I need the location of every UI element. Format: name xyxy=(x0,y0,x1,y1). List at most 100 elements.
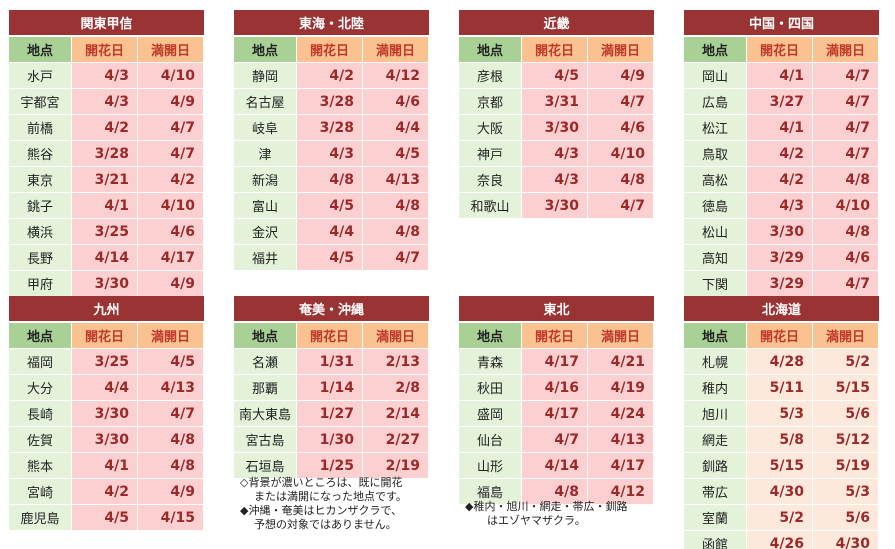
full-bloom-cell: 4/17 xyxy=(138,245,205,271)
bloom-date-cell: 4/3 xyxy=(72,63,138,89)
table-row: 仙台 4/7 4/13 xyxy=(459,427,654,453)
table-row: 甲府 3/30 4/9 xyxy=(9,271,205,297)
bloom-date-cell: 4/4 xyxy=(72,375,138,401)
table-row: 稚内 5/11 5/15 xyxy=(684,375,880,401)
full-bloom-cell: 4/8 xyxy=(813,167,879,193)
table-row: 釧路 5/15 5/19 xyxy=(684,453,880,479)
bloom-date-cell: 5/8 xyxy=(747,427,813,453)
bloom-date-cell: 3/30 xyxy=(72,401,138,427)
table-row: 松山 3/30 4/8 xyxy=(684,219,879,245)
bloom-date-header: 開花日 xyxy=(72,323,138,349)
place-cell: 富山 xyxy=(234,193,297,219)
bloom-date-cell: 3/28 xyxy=(297,89,363,115)
table-row: 岐阜 3/28 4/4 xyxy=(234,115,429,141)
place-cell: 静岡 xyxy=(234,63,297,89)
bloom-date-cell: 4/5 xyxy=(297,245,363,271)
bloom-date-cell: 3/21 xyxy=(72,167,138,193)
bloom-date-cell: 1/25 xyxy=(297,453,363,479)
full-bloom-cell: 4/13 xyxy=(363,167,429,193)
table-row: 大阪 3/30 4/6 xyxy=(459,115,654,141)
place-cell: 下関 xyxy=(684,271,747,297)
place-cell: 網走 xyxy=(684,427,747,453)
bloom-date-cell: 3/30 xyxy=(72,427,138,453)
place-cell: 金沢 xyxy=(234,219,297,245)
bloom-date-cell: 4/5 xyxy=(522,63,588,89)
table-row: 宮崎 4/2 4/9 xyxy=(9,479,204,505)
table-row: 高松 4/2 4/8 xyxy=(684,167,879,193)
place-cell: 稚内 xyxy=(684,375,747,401)
bloom-date-cell: 4/3 xyxy=(747,193,813,219)
table-row: 金沢 4/4 4/8 xyxy=(234,219,429,245)
full-bloom-cell: 4/7 xyxy=(813,271,879,297)
table-row: 旭川 5/3 5/6 xyxy=(684,401,880,427)
table-row: 札幌 4/28 5/2 xyxy=(684,349,880,375)
region-title: 東海・北陸 xyxy=(234,10,429,37)
full-bloom-cell: 5/6 xyxy=(813,505,880,531)
table-row: 高知 3/29 4/6 xyxy=(684,245,879,271)
place-cell: 甲府 xyxy=(9,271,72,297)
place-cell: 名古屋 xyxy=(234,89,297,115)
full-bloom-header: 満開日 xyxy=(138,37,205,63)
bloom-date-cell: 3/25 xyxy=(72,219,138,245)
full-bloom-cell: 4/2 xyxy=(138,167,205,193)
bloom-date-cell: 4/2 xyxy=(297,63,363,89)
table-row: 徳島 4/3 4/10 xyxy=(684,193,879,219)
place-cell: 大阪 xyxy=(459,115,522,141)
region-title: 中国・四国 xyxy=(684,10,879,37)
full-bloom-cell: 4/8 xyxy=(588,167,654,193)
table-row: 秋田 4/16 4/19 xyxy=(459,375,654,401)
full-bloom-cell: 4/6 xyxy=(363,89,429,115)
full-bloom-cell: 4/8 xyxy=(138,427,204,453)
bloom-date-cell: 4/8 xyxy=(297,167,363,193)
bloom-date-cell: 3/29 xyxy=(747,245,813,271)
full-bloom-cell: 4/7 xyxy=(813,63,879,89)
full-bloom-cell: 4/7 xyxy=(138,401,204,427)
table-row: 帯広 4/30 5/3 xyxy=(684,479,880,505)
table-row: 青森 4/17 4/21 xyxy=(459,349,654,375)
table-row: 大分 4/4 4/13 xyxy=(9,375,204,401)
bloom-date-cell: 4/14 xyxy=(522,453,588,479)
bloom-date-cell: 1/27 xyxy=(297,401,363,427)
full-bloom-cell: 4/8 xyxy=(363,193,429,219)
place-cell: 旭川 xyxy=(684,401,747,427)
note-line: はエゾヤマザクラ。 xyxy=(487,514,586,527)
region-title: 関東甲信 xyxy=(9,10,205,37)
place-cell: 長崎 xyxy=(9,401,72,427)
full-bloom-cell: 4/8 xyxy=(138,453,204,479)
place-cell: 秋田 xyxy=(459,375,522,401)
region-title: 東北 xyxy=(459,296,654,323)
region-table: 東北 地点 開花日 満開日 青森 4/17 4/21 秋田 4/16 4/19 盛岡 4/17 4/24… xyxy=(459,296,654,505)
place-cell: 奈良 xyxy=(459,167,522,193)
place-cell: 那覇 xyxy=(234,375,297,401)
bloom-date-cell: 5/11 xyxy=(747,375,813,401)
place-cell: 佐賀 xyxy=(9,427,72,453)
full-bloom-cell: 4/24 xyxy=(588,401,654,427)
bloom-date-header: 開花日 xyxy=(522,37,588,63)
region-title: 九州 xyxy=(9,296,204,323)
bloom-date-cell: 5/2 xyxy=(747,505,813,531)
place-header: 地点 xyxy=(234,323,297,349)
bloom-date-cell: 3/30 xyxy=(522,115,588,141)
place-cell: 水戸 xyxy=(9,63,72,89)
place-cell: 南大東島 xyxy=(234,401,297,427)
full-bloom-cell: 4/12 xyxy=(588,479,654,505)
table-row: 富山 4/5 4/8 xyxy=(234,193,429,219)
full-bloom-cell: 4/7 xyxy=(138,115,205,141)
place-cell: 釧路 xyxy=(684,453,747,479)
full-bloom-cell: 5/12 xyxy=(813,427,880,453)
bloom-date-cell: 3/28 xyxy=(72,141,138,167)
region-title: 近畿 xyxy=(459,10,654,37)
bloom-date-cell: 1/31 xyxy=(297,349,363,375)
full-bloom-cell: 4/8 xyxy=(813,219,879,245)
table-row: 石垣島 1/25 2/19 xyxy=(234,453,429,479)
table-row: 東京 3/21 4/2 xyxy=(9,167,205,193)
full-bloom-cell: 4/5 xyxy=(363,141,429,167)
place-cell: 鹿児島 xyxy=(9,505,72,531)
place-cell: 彦根 xyxy=(459,63,522,89)
full-bloom-cell: 4/7 xyxy=(813,141,879,167)
full-bloom-cell: 2/14 xyxy=(363,401,429,427)
region-table: 中国・四国 地点 開花日 満開日 岡山 4/1 4/7 広島 3/27 4/7 松江 4/1 4/7 鳥取… xyxy=(684,10,879,297)
bloom-date-cell: 4/1 xyxy=(747,63,813,89)
table-row: 福島 4/8 4/12 xyxy=(459,479,654,505)
full-bloom-cell: 4/5 xyxy=(138,349,204,375)
